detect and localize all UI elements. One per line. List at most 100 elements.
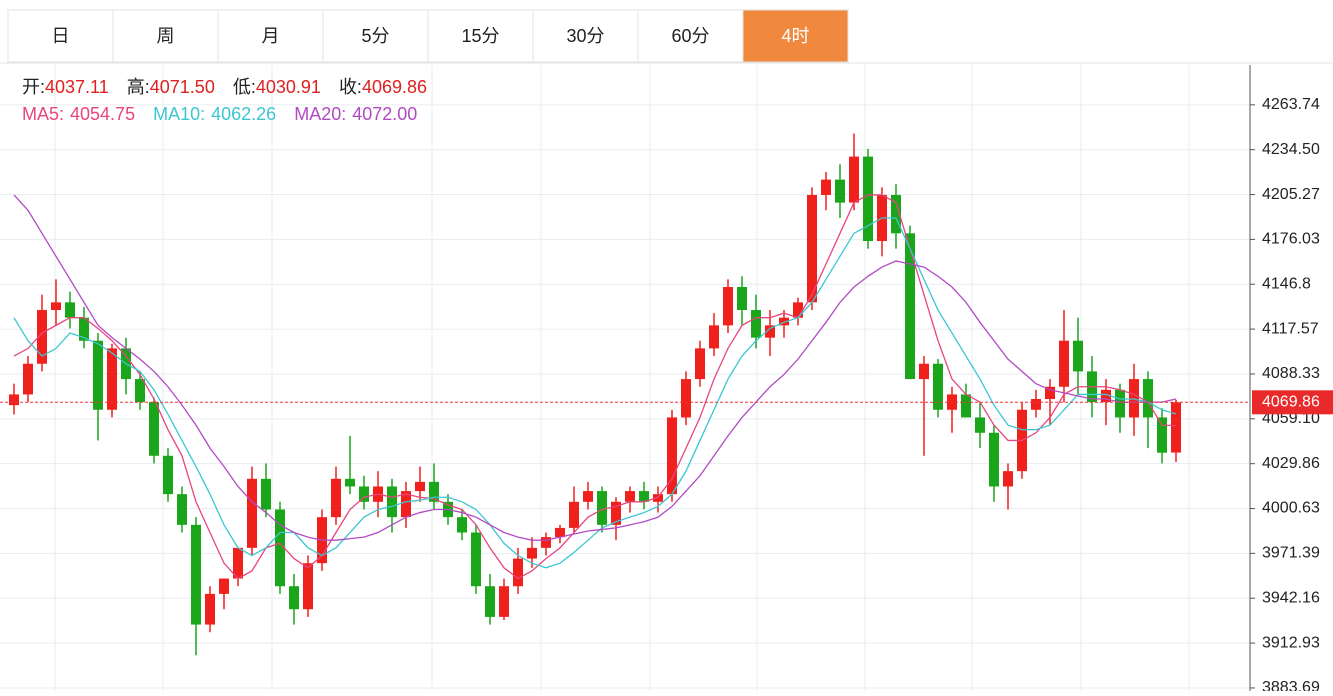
y-tick-label: 4205.27 [1262, 186, 1320, 203]
readout-value: 4069.86 [362, 77, 427, 97]
y-tick-label: 3971.39 [1262, 545, 1320, 562]
candle-body [1101, 389, 1111, 403]
candle-body [597, 491, 607, 525]
tab-label[interactable]: 5分 [361, 26, 389, 46]
candle-body [975, 417, 985, 433]
tab-label[interactable]: 30分 [566, 26, 604, 46]
candle-body [1045, 386, 1055, 400]
y-tick-label: 4117.57 [1262, 320, 1319, 337]
candle-body [751, 310, 761, 338]
ma-value: 4062.26 [211, 104, 276, 124]
candle-body [905, 233, 915, 380]
candle-body [275, 509, 285, 587]
candle-body [499, 586, 509, 617]
tab-label[interactable]: 4时 [781, 26, 809, 46]
tab-label[interactable]: 60分 [671, 26, 709, 46]
y-tick-label: 4000.63 [1262, 500, 1320, 517]
candle-body [513, 558, 523, 587]
y-tick-label: 4088.33 [1262, 365, 1320, 382]
tab-label[interactable]: 月 [262, 26, 280, 46]
candle-body [163, 455, 173, 495]
candle-body [331, 478, 341, 518]
candle-body [779, 317, 789, 326]
tab-label[interactable]: 周 [157, 26, 175, 46]
candle-body [387, 486, 397, 518]
candle-body [933, 363, 943, 410]
candle-body [555, 527, 565, 538]
candle-body [79, 317, 89, 341]
tab[interactable] [7, 9, 114, 63]
candle-body [723, 287, 733, 326]
tab-label[interactable]: 15分 [461, 26, 499, 46]
candle-body [205, 593, 215, 625]
candle-body [1059, 340, 1069, 387]
candle-body [765, 325, 775, 338]
y-tick-label: 4029.86 [1262, 455, 1320, 472]
candle-body [793, 302, 803, 318]
candle-body [527, 547, 537, 559]
candle-body [583, 491, 593, 502]
readout-label: 收: [339, 77, 362, 97]
candle-body [961, 394, 971, 418]
candle-body [1003, 471, 1013, 487]
candle-body [303, 563, 313, 610]
y-tick-label: 4176.03 [1262, 231, 1320, 248]
ma-line [13, 194, 1177, 541]
candle-body [149, 402, 159, 456]
tab[interactable] [742, 9, 849, 63]
candle-body [177, 494, 187, 525]
tab[interactable] [637, 9, 744, 63]
candle-body [485, 586, 495, 617]
price-tag-label: 4069.86 [1262, 394, 1320, 411]
candle-body [65, 302, 75, 318]
y-tick-label: 4146.8 [1262, 275, 1311, 292]
candle-body [359, 486, 369, 502]
readout-label: 高: [127, 77, 150, 97]
tab[interactable] [427, 9, 534, 63]
candle-body [849, 156, 859, 203]
candle-body [737, 287, 747, 311]
y-tick-label: 3912.93 [1262, 634, 1320, 651]
candle-body [989, 432, 999, 487]
candle-body [541, 537, 551, 548]
tab[interactable] [532, 9, 639, 63]
candle-body [569, 501, 579, 528]
candle-body [1073, 340, 1083, 372]
candle-body [261, 478, 271, 510]
candle-body [625, 491, 635, 502]
candle-body [23, 363, 33, 395]
ma-line [13, 194, 1177, 580]
candle-body [639, 491, 649, 502]
candle-body [429, 481, 439, 502]
candle-body [1157, 417, 1167, 453]
tab-label[interactable]: 日 [52, 26, 70, 46]
y-tick-label: 4234.50 [1262, 141, 1320, 158]
tab[interactable] [322, 9, 429, 63]
ma-label: MA10: [153, 104, 205, 124]
candle-body [457, 517, 467, 533]
candle-body [401, 491, 411, 518]
candle-body [695, 348, 705, 380]
candle-body [1129, 379, 1139, 418]
candle-body [93, 340, 103, 410]
readout-label: 低: [233, 77, 256, 97]
tab[interactable] [217, 9, 324, 63]
y-tick-label: 3883.69 [1262, 679, 1320, 691]
candle-body [1031, 399, 1041, 410]
readout-value: 4071.50 [150, 77, 215, 97]
candle-body [415, 481, 425, 492]
candle-body [919, 363, 929, 380]
readout-value: 4037.11 [45, 77, 109, 97]
candle-body [37, 310, 47, 364]
candle-body [821, 179, 831, 195]
candle-body [1143, 379, 1153, 418]
candle-body [1115, 389, 1125, 418]
candle-body [107, 348, 117, 410]
ma-line [13, 217, 1177, 569]
candle-body [807, 194, 817, 303]
candle-body [653, 494, 663, 502]
candle-body [219, 578, 229, 594]
readout-label: 开: [22, 77, 45, 97]
